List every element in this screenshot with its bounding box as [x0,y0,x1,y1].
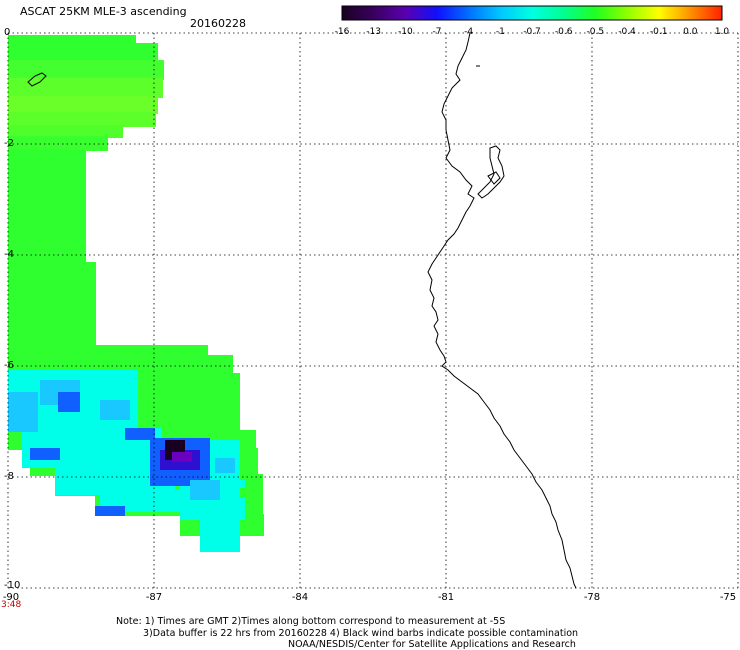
x-tick-0: -90 [2,592,20,603]
colorbar-segment [500,6,533,20]
swath-cell-3 [8,60,164,80]
y-tick-2: -4 [4,249,14,260]
colorbar-segment [658,6,691,20]
swath-cell-2 [8,43,158,61]
swath-cell-8 [8,136,108,151]
colorbar-segment [405,6,438,20]
swath-cell-40 [240,488,262,498]
colorbar-segment [595,6,628,20]
colorbar-tick-label: -4 [464,27,474,37]
grid-lines [7,32,739,589]
x-tick-4: -78 [583,592,601,603]
y-tick-4: -8 [4,471,14,482]
note-line-3: NOAA/NESDIS/Center for Satellite Applica… [288,639,576,650]
swath-cell-19 [200,534,240,552]
swath-cell-29 [58,392,80,412]
swath-cell-37 [172,452,192,462]
swath-cell-32 [95,506,125,516]
swath-cell-9 [8,150,86,265]
colorbar-segment [690,6,723,20]
coastline [427,32,577,589]
note-line-1: Note: 1) Times are GMT 2)Times along bot… [116,616,506,627]
colorbar-segment [563,6,596,20]
colorbar-segment [532,6,565,20]
colorbar-tick-label: -0.5 [586,27,605,37]
swath-cell-39 [215,458,235,473]
colorbar [341,5,723,21]
colorbar-tick-label: 1.0 [714,27,730,37]
swath-cell-26 [200,520,240,535]
swath-cell-4 [8,78,163,98]
x-tick-2: -84 [291,592,309,603]
note-line-2: 3)Data buffer is 22 hrs from 20160228 4)… [143,628,579,639]
colorbar-tick-label: -16 [334,27,350,37]
colorbar-tick-label: -10 [397,27,413,37]
swath-cell-1 [8,35,136,45]
swath-cell-7 [8,125,123,138]
swath-cell-5 [8,96,158,114]
swath-cell-11 [8,345,208,357]
swath-cell-38 [190,480,220,500]
colorbar-border [341,5,723,21]
colorbar-tick-label: -1 [495,27,505,37]
y-tick-5: -10 [4,580,21,591]
swath-cell-27 [8,392,38,432]
swath-cell-31 [30,448,60,460]
time-label: 3:48 [1,600,22,610]
colorbar-tick-label: 0.0 [683,27,698,37]
y-tick-3: -6 [4,360,14,371]
colorbar-segment [342,6,375,20]
colorbar-segment [468,6,501,20]
colorbar-segment [437,6,470,20]
island-outline [27,72,47,87]
swath-cell-6 [8,112,156,127]
wind-swath [8,35,264,552]
map-date: 20160228 [190,17,246,30]
map-title: ASCAT 25KM MLE-3 ascending [20,5,187,18]
colorbar-tick-label: -0.4 [618,27,636,37]
colorbar-tick-label: -0.7 [523,27,541,37]
swath-cell-33 [125,428,155,440]
y-tick-0: 0 [4,27,11,38]
swath-cell-10 [8,262,96,347]
x-tick-1: -87 [145,592,163,603]
colorbar-segment [373,6,406,20]
colorbar-tick-label: -13 [366,27,382,37]
swath-cell-30 [100,400,130,420]
colorbar-tick-label: -7 [432,27,442,37]
colorbar-segment [627,6,660,20]
y-tick-1: -2 [4,138,14,149]
gulf-coastline [476,65,505,199]
x-tick-5: -75 [719,592,737,603]
x-tick-3: -81 [437,592,455,603]
colorbar-tick-label: -0.1 [649,27,668,37]
colorbar-tick-label: -0.6 [554,27,573,37]
island-in-gulf [487,171,501,185]
